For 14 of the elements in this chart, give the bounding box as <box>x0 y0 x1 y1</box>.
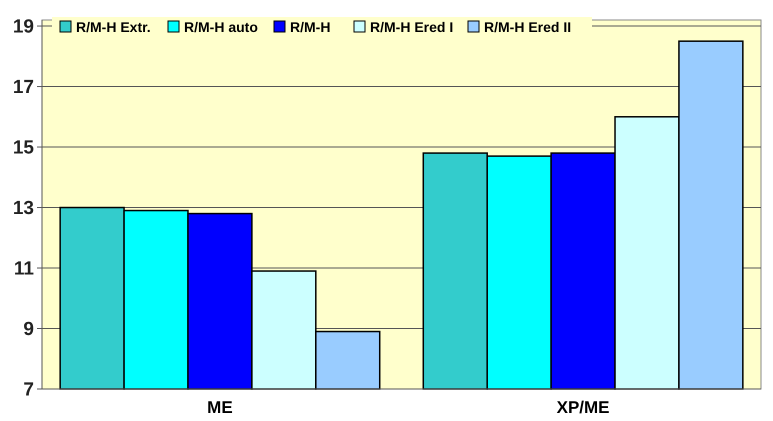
y-tick-label: 19 <box>12 16 34 38</box>
y-tick-label: 7 <box>23 380 34 401</box>
legend-label: R/M-H Ered II <box>484 19 572 35</box>
x-tick-label: ME <box>207 398 233 417</box>
x-tick-label: XP/ME <box>556 398 610 417</box>
y-tick-label: 13 <box>12 198 34 220</box>
y-tick-label: 9 <box>23 319 34 340</box>
legend-label: R/M-H <box>290 19 330 35</box>
y-tick-label: 17 <box>12 77 34 98</box>
legend-label: R/M-H auto <box>184 19 258 35</box>
y-tick-label: 11 <box>14 258 34 280</box>
legend-label: R/M-H Extr. <box>76 19 151 35</box>
legend-label: R/M-H Ered I <box>370 19 454 35</box>
y-tick-label: 15 <box>12 138 34 159</box>
